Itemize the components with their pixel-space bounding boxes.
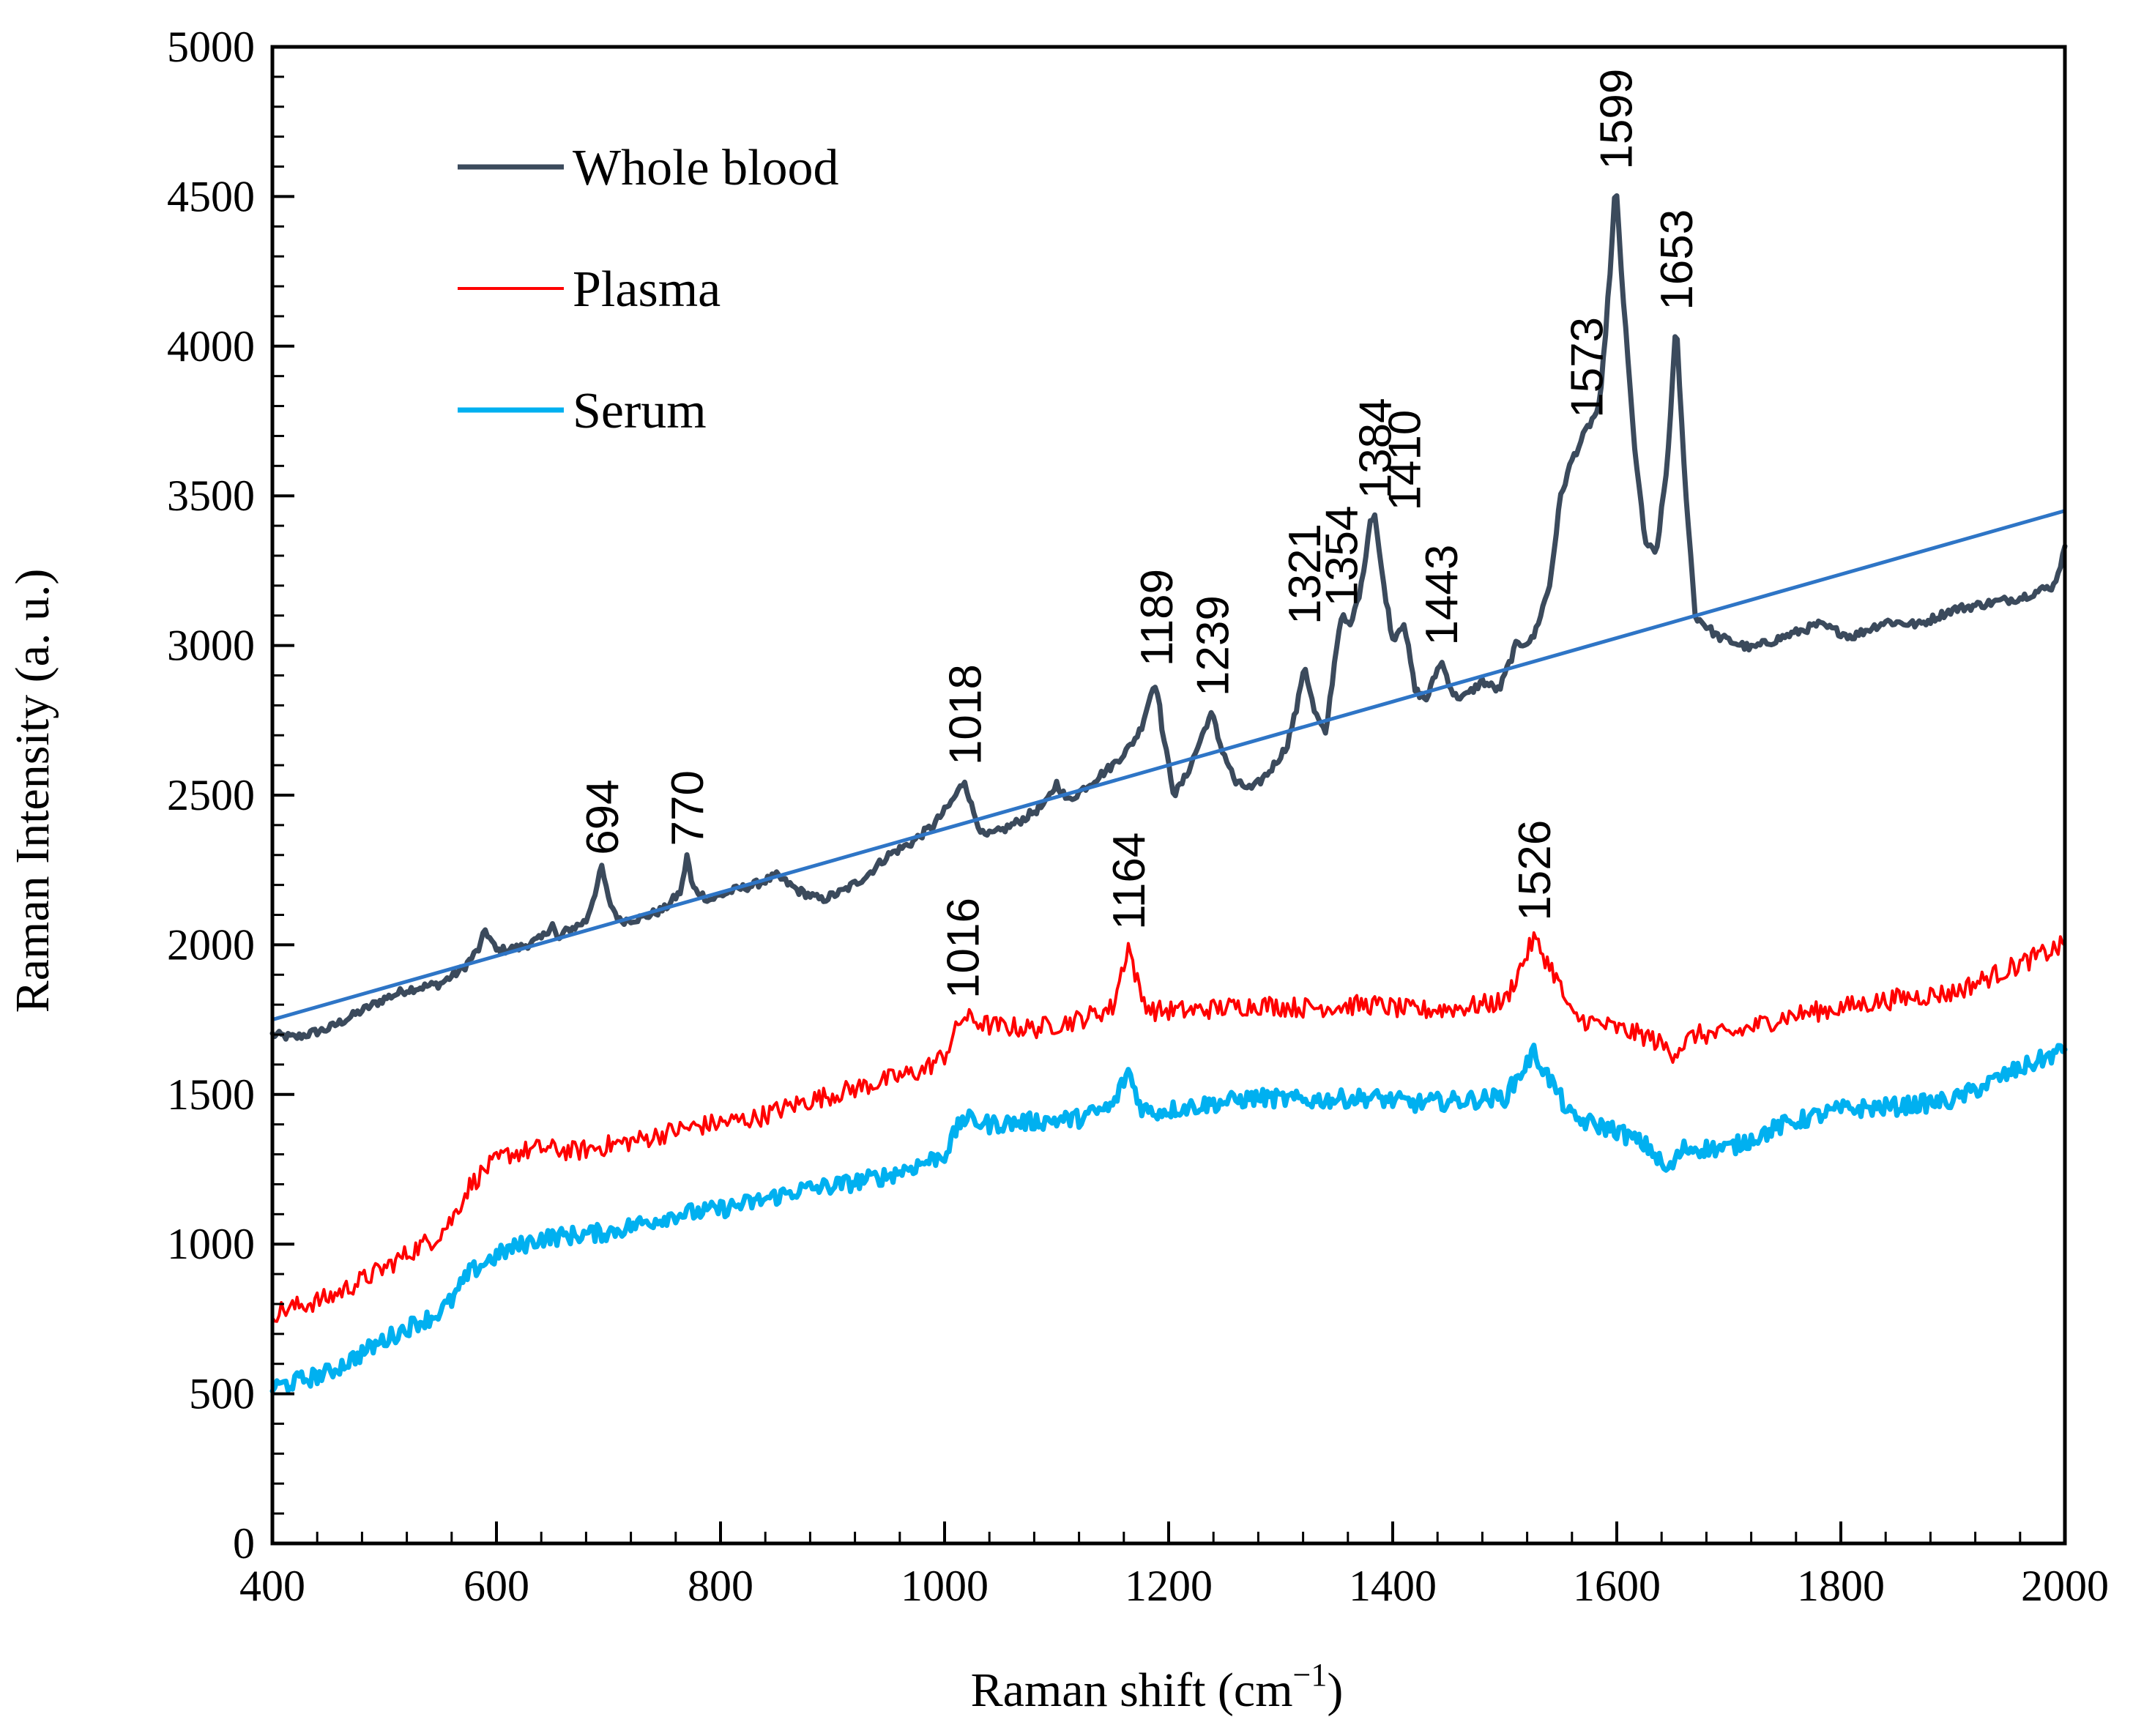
y-tick-label: 500 xyxy=(189,1370,255,1418)
x-tick-label: 1000 xyxy=(901,1562,989,1610)
peak-label: 1384 xyxy=(1351,398,1401,499)
y-tick-label: 1000 xyxy=(167,1220,255,1268)
x-tick-label: 600 xyxy=(464,1562,529,1610)
y-tick-label: 5000 xyxy=(167,23,255,71)
y-tick-label: 4500 xyxy=(167,172,255,220)
y-tick-label: 3000 xyxy=(167,622,255,670)
y-tick-label: 4000 xyxy=(167,322,255,370)
peak-label: 1526 xyxy=(1510,820,1560,921)
peak-label: 1321 xyxy=(1280,524,1330,625)
y-axis-title: Raman Intensity (a. u.) xyxy=(6,569,59,1013)
y-tick-label: 2500 xyxy=(167,771,255,819)
y-tick-label: 1500 xyxy=(167,1070,255,1119)
peak-label: 770 xyxy=(663,770,713,846)
peak-label: 1018 xyxy=(941,664,991,765)
y-tick-label: 2000 xyxy=(167,920,255,969)
legend-label: Serum xyxy=(573,383,707,439)
x-tick-label: 1800 xyxy=(1797,1562,1885,1610)
peak-label: 694 xyxy=(578,779,628,854)
peak-label: 1599 xyxy=(1592,69,1642,170)
x-tick-label: 1400 xyxy=(1349,1562,1437,1610)
series-whole-blood xyxy=(269,193,2068,1042)
x-tick-label: 2000 xyxy=(2021,1562,2109,1610)
series-serum xyxy=(269,1043,2068,1394)
peak-label: 1573 xyxy=(1563,317,1613,418)
legend-label: Plasma xyxy=(573,261,721,318)
peak-label: 1189 xyxy=(1132,569,1183,666)
y-tick-label: 3500 xyxy=(167,472,255,520)
peak-label: 1410 xyxy=(1380,410,1430,511)
linear-baseline xyxy=(270,509,2067,1022)
peak-label: 1653 xyxy=(1652,209,1702,310)
y-tick-label: 0 xyxy=(233,1519,255,1568)
peak-label: 1016 xyxy=(939,898,989,999)
peak-label: 1354 xyxy=(1317,506,1368,607)
peak-label: 1239 xyxy=(1188,595,1239,696)
peak-label: 1443 xyxy=(1417,545,1467,646)
x-tick-label: 1600 xyxy=(1573,1562,1661,1610)
x-tick-label: 400 xyxy=(239,1562,305,1610)
peak-label: 1164 xyxy=(1104,832,1155,930)
x-tick-label: 1200 xyxy=(1125,1562,1213,1610)
x-tick-label: 800 xyxy=(688,1562,753,1610)
legend-label: Whole blood xyxy=(573,140,839,196)
series-plasma xyxy=(271,931,2066,1323)
x-axis-title: Raman shift (cm−1) xyxy=(971,1657,1344,1717)
